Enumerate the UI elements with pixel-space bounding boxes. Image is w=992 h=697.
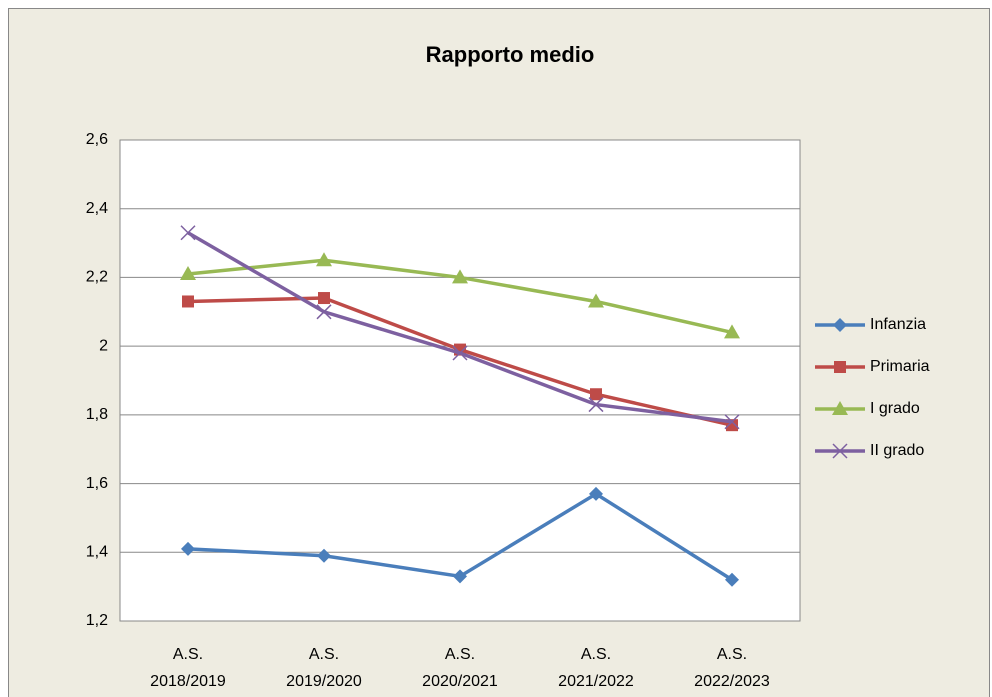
marker — [317, 548, 331, 563]
legend-label: Infanzia — [870, 316, 926, 333]
marker — [725, 572, 739, 587]
marker — [181, 541, 195, 556]
marker — [833, 318, 847, 332]
marker — [182, 295, 194, 308]
marker — [588, 397, 604, 413]
marker — [588, 293, 604, 308]
chart-title: Rapporto medio — [426, 42, 595, 67]
marker — [834, 361, 846, 373]
marker — [452, 269, 468, 284]
x-tick-label: A.S. 2018/2019 — [150, 646, 226, 690]
y-tick-label: 1,4 — [86, 544, 108, 561]
marker — [180, 265, 196, 280]
marker — [316, 252, 332, 267]
marker — [724, 414, 740, 430]
y-tick-label: 2,2 — [86, 269, 108, 286]
marker — [832, 401, 848, 415]
marker — [589, 486, 603, 501]
marker — [590, 388, 602, 401]
marker — [724, 324, 740, 339]
x-tick-label: A.S. 2022/2023 — [694, 646, 770, 690]
y-tick-label: 2,6 — [86, 131, 108, 148]
y-tick-label: 2,4 — [86, 200, 108, 217]
legend-label: Primaria — [870, 358, 930, 375]
plot-area — [119, 139, 801, 622]
marker — [452, 345, 468, 361]
marker — [316, 304, 332, 320]
marker — [453, 569, 467, 584]
y-tick-label: 1,8 — [86, 406, 108, 423]
x-tick-label: A.S. 2020/2021 — [422, 646, 498, 690]
marker — [318, 292, 330, 305]
x-tick-label: A.S. 2019/2020 — [286, 646, 362, 690]
legend-label: I grado — [870, 400, 920, 417]
x-tick-label: A.S. 2021/2022 — [558, 646, 634, 690]
marker — [832, 443, 848, 459]
y-tick-label: 1,6 — [86, 475, 108, 492]
marker — [180, 225, 196, 241]
y-tick-label: 1,2 — [86, 612, 108, 629]
legend-label: II grado — [870, 442, 924, 459]
y-tick-label: 2 — [99, 337, 108, 354]
